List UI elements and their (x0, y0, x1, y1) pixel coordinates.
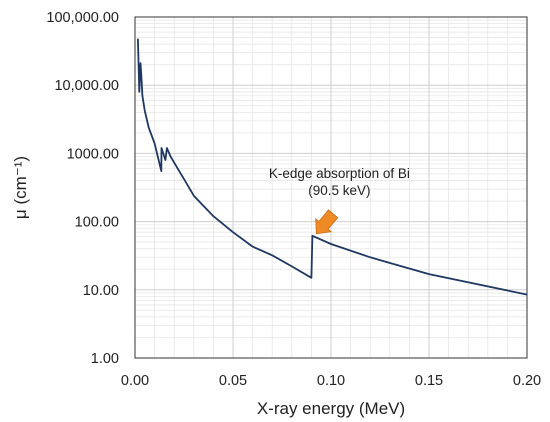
plot-area-border (134, 16, 528, 359)
annotation-line-1: K-edge absorption of Bi (269, 166, 410, 181)
y-tick-label: 100.00 (75, 215, 119, 231)
y-axis-title: μ (cm⁻¹) (11, 156, 30, 219)
y-tick-label: 1000.00 (67, 146, 119, 162)
x-tick-label: 0.20 (513, 373, 541, 389)
x-tick-label: 0.05 (219, 373, 247, 389)
y-tick-label: 1.00 (91, 351, 119, 367)
x-axis-title: X-ray energy (MeV) (257, 399, 405, 418)
x-tick-label: 0.15 (415, 373, 443, 389)
x-tick-label: 0.10 (317, 373, 345, 389)
y-tick-label: 10.00 (83, 283, 119, 299)
x-axis-ticks: 0.00 0.05 0.10 0.15 0.20 (121, 373, 541, 389)
annotation-arrow-icon (315, 209, 339, 235)
attenuation-series-line (137, 38, 528, 296)
y-tick-label: 100,000.00 (46, 10, 119, 26)
y-tick-label: 10,000.00 (54, 78, 119, 94)
annotation-line-2: (90.5 keV) (308, 183, 370, 198)
x-tick-label: 0.00 (121, 373, 149, 389)
y-axis-ticks: 1.00 10.00 100.00 1000.00 10,000.00 100,000.0… (46, 10, 119, 367)
